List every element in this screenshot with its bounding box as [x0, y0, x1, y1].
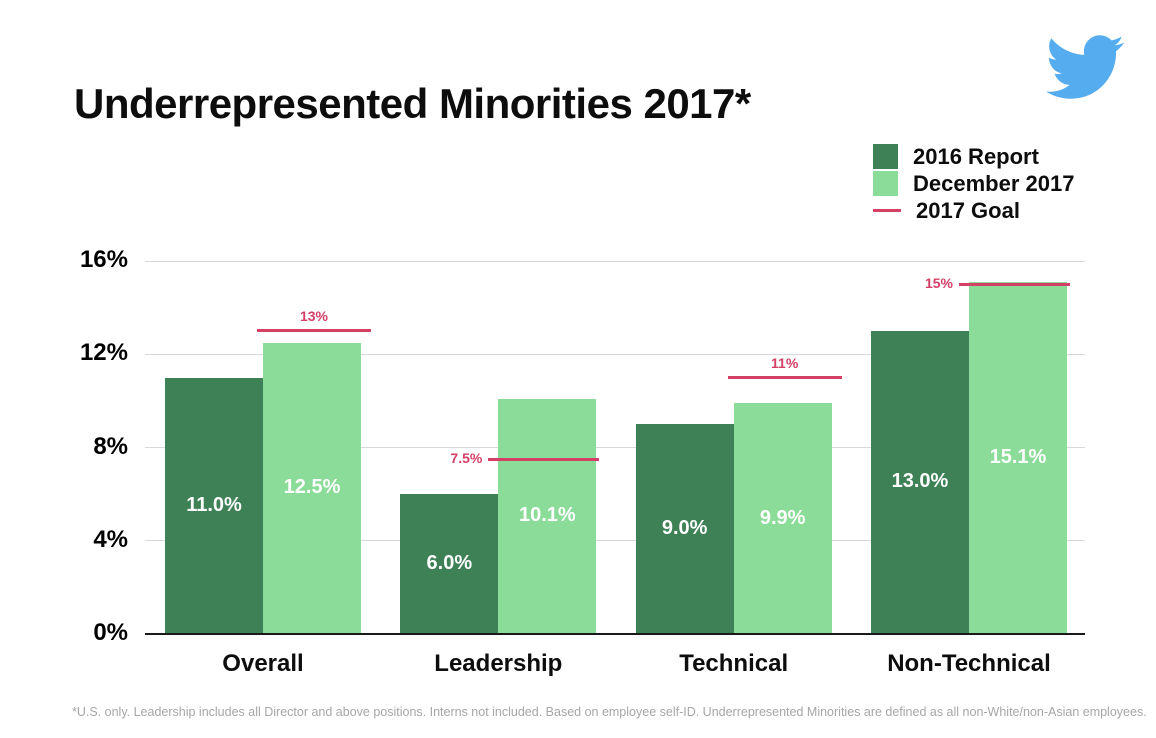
- y-axis-tick-label: 8%: [93, 432, 128, 460]
- chart-title: Underrepresented Minorities 2017*: [74, 80, 751, 127]
- bar-overall-2016: [165, 377, 263, 634]
- y-axis-tick-label: 0%: [93, 619, 128, 646]
- legend-label: 2016 Report: [913, 143, 1039, 169]
- chart-legend: 2016 Report December 2017 2017 Goal: [873, 143, 1074, 224]
- footnote-text: *U.S. only. Leadership includes all Dire…: [72, 705, 1147, 719]
- goal-label-technical: 11%: [771, 354, 799, 371]
- twitter-bird-icon: [1046, 35, 1124, 99]
- legend-item-2017-goal: 2017 Goal: [873, 197, 1074, 224]
- legend-item-december-2017: December 2017: [873, 170, 1074, 197]
- goal-line-technical: [727, 376, 842, 380]
- bar-value-label: 10.1%: [518, 504, 576, 527]
- category-label-leadership: Leadership: [434, 650, 563, 677]
- gridline-8: [145, 447, 1085, 448]
- legend-item-2016-report: 2016 Report: [873, 143, 1074, 170]
- goal-line-overall: [257, 329, 371, 333]
- bar-value-label: 15.1%: [989, 445, 1047, 468]
- bar-leadership-dec2017: [498, 398, 597, 634]
- goal-line-non-technical: [958, 282, 1070, 286]
- y-axis-tick-label: 16%: [79, 246, 128, 273]
- y-axis-tick-label: 4%: [93, 525, 128, 553]
- bar-value-label: 11.0%: [186, 493, 242, 516]
- gridline-12: [145, 353, 1085, 355]
- bar-value-label: 6.0%: [426, 552, 473, 575]
- category-label-technical: Technical: [679, 650, 789, 677]
- category-label-overall: Overall: [222, 650, 304, 677]
- bar-non-technical-2016: [870, 330, 969, 634]
- bar-non-technical-dec2017: [968, 281, 1067, 634]
- goal-label-leadership: 7.5%: [450, 450, 483, 467]
- bar-technical-2016: [635, 424, 734, 634]
- gridline-16: [145, 260, 1085, 262]
- bar-value-label: 9.9%: [759, 506, 806, 529]
- bar-value-label: 9.0%: [661, 517, 708, 540]
- legend-goal-line-swatch: [873, 209, 901, 212]
- x-axis-baseline: [145, 632, 1085, 635]
- bar-overall-dec2017: [263, 342, 361, 634]
- bar-value-label: 12.5%: [283, 476, 341, 499]
- legend-label: December 2017: [913, 170, 1075, 196]
- legend-swatch-2016-report: [873, 144, 898, 169]
- legend-swatch-december-2017: [873, 171, 898, 196]
- goal-label-non-technical: 15%: [924, 275, 953, 292]
- goal-label-overall: 13%: [299, 307, 329, 324]
- gridline-4: [145, 540, 1085, 542]
- legend-label: 2017 Goal: [916, 197, 1020, 223]
- category-label-non-technical: Non-Technical: [887, 650, 1051, 677]
- goal-line-leadership: [488, 457, 600, 461]
- bar-technical-dec2017: [733, 403, 832, 634]
- bar-value-label: 13.0%: [891, 470, 949, 493]
- y-axis-tick-label: 12%: [79, 339, 128, 367]
- bar-leadership-2016: [400, 494, 499, 634]
